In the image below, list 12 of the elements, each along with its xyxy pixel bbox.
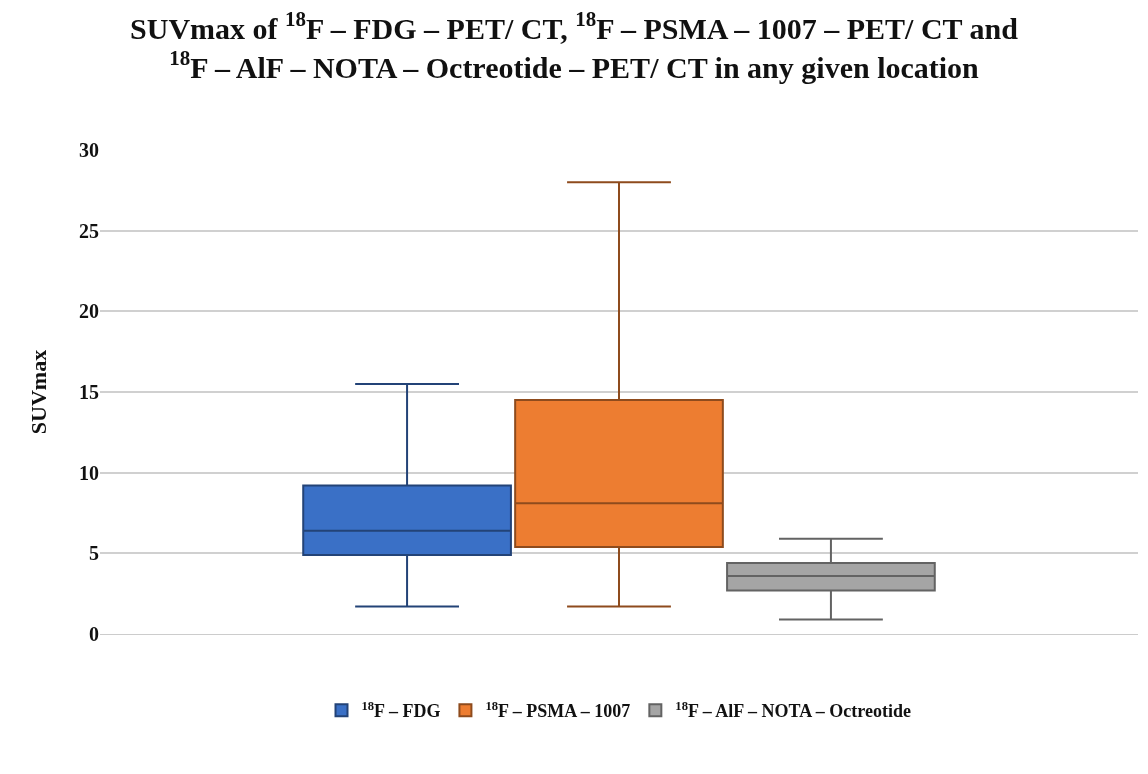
y-axis-title: SUVmax: [26, 349, 51, 435]
y-tick-label: 20: [79, 300, 99, 323]
chart-title: SUVmax of $^{18}$F – FDG – PET/ CT, $^{18}$F – PSMA – 1007 – PET/ CT and $^{18}$F – AlF – NOTA – Octreotide – PET/ CT in any given location: [130, 7, 1018, 84]
y-tick-label: 30: [79, 139, 99, 161]
y-tick-label: 5: [89, 542, 99, 565]
y-tick-label: 25: [79, 219, 99, 242]
y-tick-label: 15: [79, 381, 99, 403]
legend-label: $^{18}$F – PSMA – 1007: [485, 698, 631, 722]
y-tick-label: 0: [89, 623, 99, 645]
legend-label: $^{18}$F – FDG: [361, 698, 441, 722]
legend-label: $^{18}$F – AlF – NOTA – Octreotide: [675, 698, 911, 722]
y-tick-label: 10: [79, 461, 99, 484]
